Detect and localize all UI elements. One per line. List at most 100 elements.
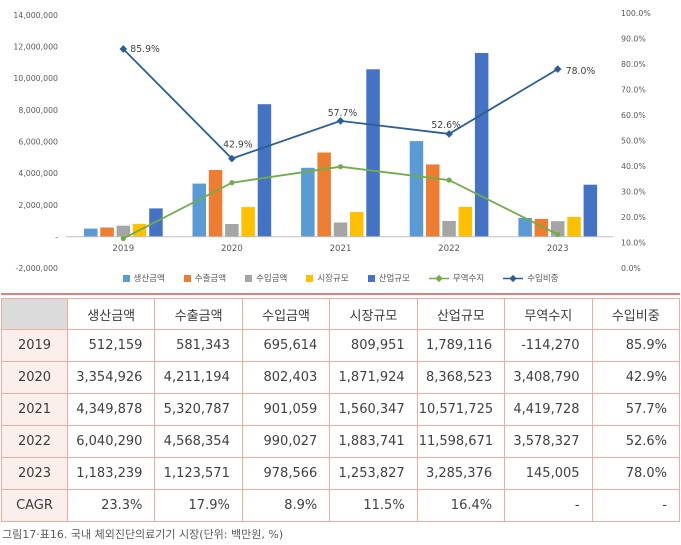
bar-수출금액-2022 (426, 164, 440, 237)
right-axis-tick: 100.0% (621, 9, 651, 18)
marker-무역수지 (337, 164, 344, 170)
table-cell: 1,253,827 (329, 457, 418, 490)
bar-수입금액-2022 (442, 221, 456, 237)
point-label-수입비중: 52.6% (431, 120, 461, 131)
right-axis-tick: 40.0% (621, 162, 646, 171)
table-cell: 11.5% (329, 489, 418, 522)
legend-label: 산업규모 (378, 274, 410, 284)
point-label-수입비중: 42.9% (223, 140, 253, 151)
table-cell: 16.4% (416, 489, 506, 522)
right-axis-tick: 90.0% (621, 34, 646, 43)
row-label: 2022 (1, 425, 68, 458)
chart-legend: 생산금액 수출금액 수입금액 시장규모 산업규모 무역수지 수입비중 (0, 269, 681, 287)
bar-수입금액-2019 (116, 225, 131, 237)
legend-square-icon (183, 274, 191, 282)
table-cell: 3,408,790 (504, 361, 593, 394)
right-axis-tick: 70.0% (621, 85, 646, 94)
legend-label: 생산금액 (133, 274, 165, 284)
table-cell: 78.0% (591, 457, 681, 490)
marker-무역수지 (555, 231, 561, 237)
table-cell: 901,059 (241, 393, 331, 426)
table-cell: 5,320,787 (154, 393, 243, 426)
row-label: 2023 (1, 457, 68, 490)
bar-시장규모-2020 (241, 207, 255, 237)
marker-수입비중 (553, 65, 562, 73)
table-cell: 57.7% (591, 393, 681, 426)
marker-수입비중 (119, 45, 128, 53)
table-header-cell: 수출금액 (154, 298, 243, 330)
marker-무역수지 (229, 180, 235, 186)
right-axis-tick: 80.0% (621, 60, 646, 69)
left-axis-tick: 2,000,000 (18, 201, 58, 210)
legend-item-무역수지: 무역수지 (428, 272, 484, 284)
table-row-2021: 2021 4,349,878 5,320,787 901,059 1,560,347 10… (1, 393, 681, 426)
table-header-cell: 생산금액 (66, 298, 156, 330)
x-axis-label: 2023 (547, 244, 569, 254)
table-cell: 10,571,725 (416, 393, 506, 426)
bar-생산금액-2020 (192, 183, 206, 237)
legend-square-icon (367, 274, 375, 282)
table-header-cell: 수입금액 (241, 298, 331, 330)
legend-item-시장규모: 시장규모 (306, 272, 349, 284)
table-row-2020: 2020 3,354,926 4,211,194 802,403 1,871,924 8,… (1, 361, 681, 394)
right-axis-tick: 30.0% (621, 187, 646, 196)
legend-label: 수출금액 (194, 274, 227, 284)
table-cell: 581,343 (154, 329, 243, 362)
bar-시장규모-2021 (350, 212, 364, 237)
bar-산업규모-2020 (257, 104, 272, 237)
data-table: 생산금액 수출금액 수입금액 시장규모 산업규모 무역수지 수입비중 2019 512,159… (1, 298, 681, 522)
x-axis-label: 2019 (112, 244, 134, 254)
legend-line-marker-icon (503, 274, 524, 282)
table-header-cell: 시장규모 (329, 298, 418, 330)
bar-수입금액-2020 (225, 224, 239, 237)
table-cell: 802,403 (241, 361, 331, 394)
table-cell: 1,883,741 (329, 425, 418, 458)
table-cell: 3,578,327 (504, 425, 593, 458)
point-label-수입비중: 57.7% (328, 108, 358, 119)
table-cell: 1,183,239 (66, 457, 156, 490)
legend-item-생산금액: 생산금액 (122, 272, 165, 284)
left-axis-tick: 12,000,000 (13, 42, 58, 51)
table-cell: 85.9% (591, 329, 681, 362)
right-axis-tick: 50.0% (621, 136, 646, 145)
bar-생산금액-2023 (518, 218, 532, 237)
marker-무역수지 (446, 177, 452, 183)
bar-생산금액-2021 (301, 167, 315, 237)
bar-시장규모-2022 (458, 206, 473, 237)
bar-수출금액-2019 (100, 227, 114, 237)
legend-label: 수입금액 (256, 274, 288, 284)
legend-item-수입금액: 수입금액 (245, 272, 287, 284)
left-axis-tick: 4,000,000 (18, 169, 58, 178)
table-cell: 1,123,571 (154, 457, 243, 490)
bar-생산금액-2019 (84, 228, 98, 237)
table-cell: -114,270 (504, 329, 593, 362)
row-label: 2020 (1, 361, 68, 394)
bar-수출금액-2020 (208, 170, 223, 237)
left-axis-tick: 8,000,000 (18, 106, 58, 115)
line-수입비중 (122, 48, 559, 160)
figure-caption: 그림17·표16. 국내 체외진단의료기기 시장(단위: 백만원, %) (2, 528, 284, 541)
x-axis-label: 2022 (438, 244, 460, 254)
table-header-cell: 산업규모 (416, 298, 506, 330)
marker-수입비중 (445, 130, 453, 138)
table-cell: 990,027 (241, 425, 331, 458)
marker-수입비중 (336, 117, 345, 125)
table-cell: 3,354,926 (66, 361, 156, 394)
left-axis-tick: -2,000,000 (16, 264, 59, 273)
right-axis-tick: 60.0% (621, 111, 646, 120)
row-label: CAGR (1, 489, 68, 522)
table-header-cell: 무역수지 (504, 298, 593, 330)
table-cell: 695,614 (241, 329, 331, 362)
x-axis-label: 2020 (221, 244, 243, 254)
bar-산업규모-2021 (366, 69, 380, 237)
combo-chart: 14,000,000 12,000,000 10,000,000 8,000,000 6… (0, 9, 681, 287)
left-axis-tick: 10,000,000 (13, 74, 58, 83)
bar-산업규모-2023 (583, 184, 598, 237)
table-cell: 8.9% (241, 489, 331, 522)
bar-수출금액-2023 (534, 218, 549, 237)
legend-item-수입비중: 수입비중 (503, 272, 558, 284)
table-cell: 1,871,924 (329, 361, 418, 394)
table-row-2023: 2023 1,183,239 1,123,571 978,566 1,253,827 3,… (1, 457, 681, 490)
table-cell: 1,789,116 (416, 329, 506, 362)
